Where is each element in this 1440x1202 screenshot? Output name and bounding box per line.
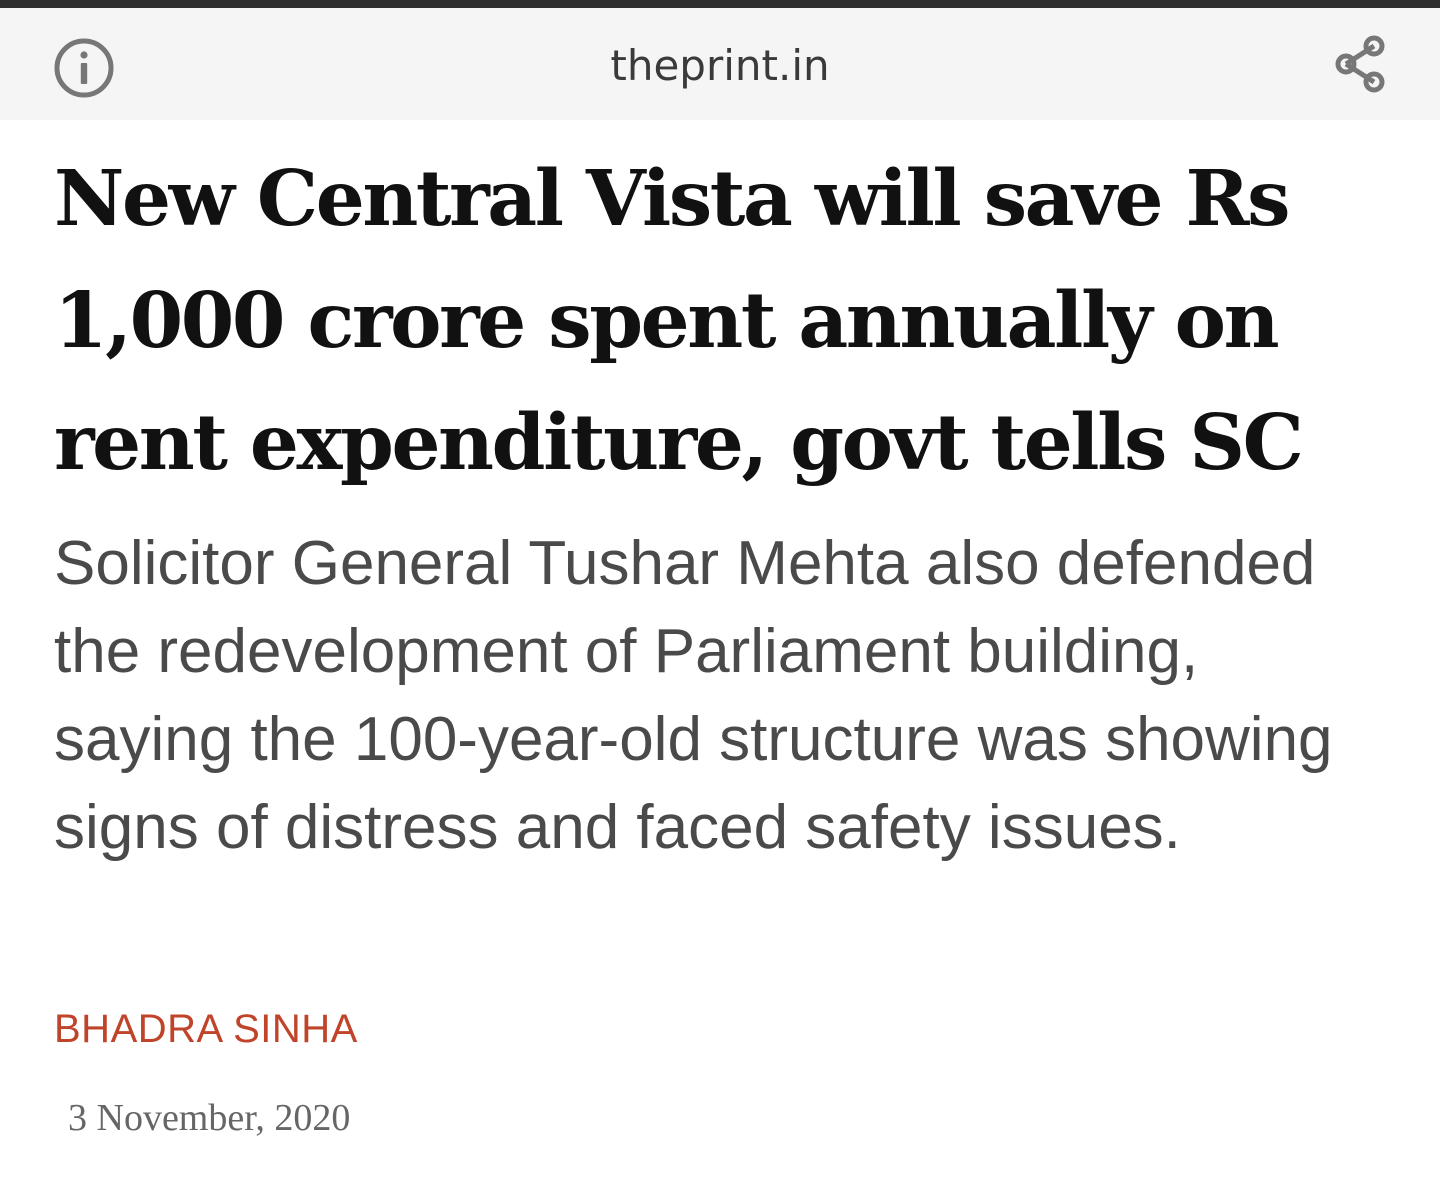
- info-circle-icon: [54, 38, 114, 98]
- custom-tab-url-bar: theprint.in: [0, 8, 1440, 120]
- info-button[interactable]: [54, 38, 114, 98]
- author-link[interactable]: BHADRA SINHA: [54, 1007, 358, 1051]
- article-headline: New Central Vista will save Rs 1,000 cro…: [54, 154, 1304, 488]
- share-button[interactable]: [1330, 32, 1390, 96]
- url-domain[interactable]: theprint.in: [610, 41, 830, 90]
- share-icon: [1335, 35, 1385, 93]
- publish-date: 3 November, 2020: [68, 1097, 351, 1139]
- status-bar-edge: [0, 0, 1440, 8]
- article-summary: Solicitor General Tushar Mehta also defe…: [54, 529, 1333, 862]
